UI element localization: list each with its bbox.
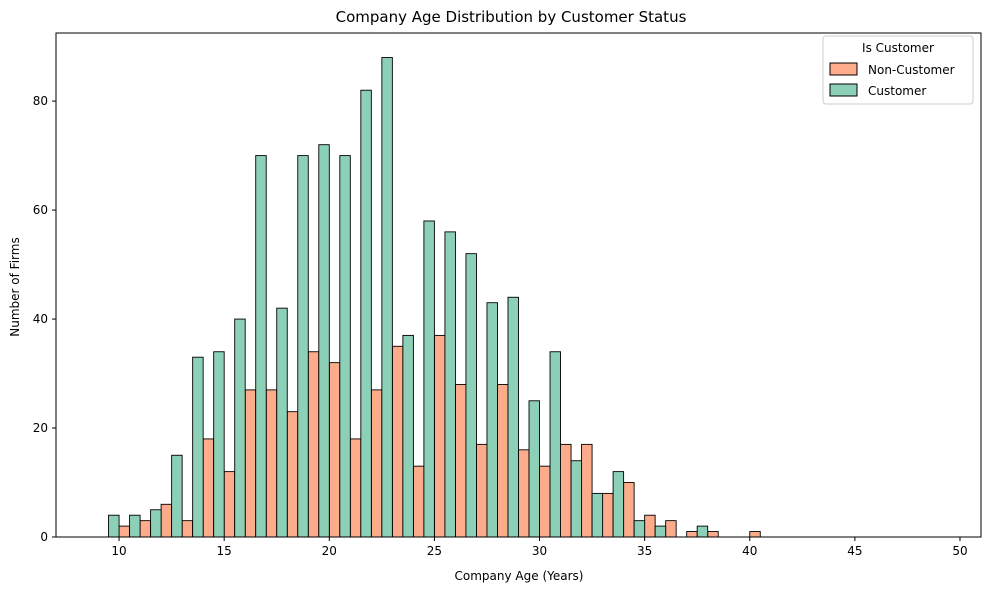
bar-non-customer-7 xyxy=(244,389,257,538)
x-tick-label-20: 20 xyxy=(322,544,337,558)
bar-customer-11 xyxy=(339,155,351,538)
y-axis-label: Number of Firms xyxy=(8,237,22,336)
bar-customer-9 xyxy=(297,155,309,538)
legend-swatch-customer xyxy=(829,83,858,97)
bar-customer-7 xyxy=(255,155,267,538)
legend-swatch-non-customer xyxy=(829,62,858,76)
bar-customer-4 xyxy=(192,356,204,538)
bar-customer-2 xyxy=(150,509,162,538)
bar-non-customer-17 xyxy=(454,383,467,538)
bar-non-customer-23 xyxy=(581,443,593,538)
bar-customer-14 xyxy=(402,334,414,538)
bar-non-customer-20 xyxy=(518,449,530,538)
bar-customer-8 xyxy=(276,307,288,538)
bar-non-customer-11 xyxy=(328,362,341,538)
bar-customer-1 xyxy=(129,514,141,538)
bar-non-customer-14 xyxy=(391,345,404,538)
x-tick-label-10: 10 xyxy=(111,544,126,558)
x-tick-label-50: 50 xyxy=(952,544,967,558)
bar-non-customer-27 xyxy=(665,520,677,538)
bar-customer-21 xyxy=(549,351,561,538)
bar-non-customer-9 xyxy=(286,411,299,538)
bar-customer-16 xyxy=(444,231,456,538)
legend-box xyxy=(822,35,974,105)
bar-non-customer-28 xyxy=(686,531,698,538)
bar-customer-19 xyxy=(507,296,519,538)
bar-non-customer-10 xyxy=(307,351,320,538)
bar-non-customer-12 xyxy=(349,438,362,538)
bar-non-customer-15 xyxy=(412,465,425,538)
y-tick-label-80: 80 xyxy=(33,94,48,108)
bar-customer-13 xyxy=(381,57,393,538)
x-tick-label-40: 40 xyxy=(742,544,757,558)
legend: Is Customer Non-Customer Customer xyxy=(822,35,974,105)
bar-non-customer-18 xyxy=(476,443,488,538)
bar-non-customer-29 xyxy=(707,531,719,538)
bar-customer-6 xyxy=(234,318,246,538)
bar-non-customer-6 xyxy=(223,471,236,538)
bar-non-customer-19 xyxy=(497,383,509,538)
x-tick-label-15: 15 xyxy=(217,544,232,558)
legend-title: Is Customer xyxy=(862,41,934,55)
bar-non-customer-13 xyxy=(370,389,383,538)
x-tick-label-30: 30 xyxy=(532,544,547,558)
bar-non-customer-22 xyxy=(560,443,572,538)
legend-label-customer: Customer xyxy=(868,84,926,98)
bar-customer-15 xyxy=(423,220,435,538)
y-tick-label-60: 60 xyxy=(33,203,48,217)
x-axis-label: Company Age (Years) xyxy=(455,569,584,583)
plot-frame xyxy=(55,32,982,538)
bar-non-customer-25 xyxy=(623,482,635,538)
bar-customer-22 xyxy=(570,460,583,538)
bar-customer-3 xyxy=(171,454,183,538)
bar-non-customer-31 xyxy=(749,531,761,538)
bar-customer-23 xyxy=(591,492,604,538)
bar-non-customer-8 xyxy=(265,389,278,538)
bar-customer-10 xyxy=(318,144,330,538)
bar-customer-12 xyxy=(360,89,372,538)
y-tick-label-20: 20 xyxy=(33,421,48,435)
bar-customer-18 xyxy=(486,302,498,538)
bar-non-customer-2 xyxy=(139,520,152,538)
bar-customer-28 xyxy=(696,525,709,538)
bar-non-customer-21 xyxy=(539,465,551,538)
x-tick-label-35: 35 xyxy=(637,544,652,558)
bar-customer-26 xyxy=(654,525,667,538)
y-tick-label-0: 0 xyxy=(40,530,48,544)
bar-customer-0 xyxy=(108,514,120,538)
bar-customer-24 xyxy=(612,471,625,538)
bar-non-customer-24 xyxy=(602,492,614,538)
x-tick-label-25: 25 xyxy=(427,544,442,558)
x-tick-label-45: 45 xyxy=(847,544,862,558)
bar-non-customer-4 xyxy=(181,520,194,538)
bar-non-customer-5 xyxy=(202,438,215,538)
bar-customer-5 xyxy=(213,351,225,538)
y-tick-label-40: 40 xyxy=(33,312,48,326)
bar-non-customer-16 xyxy=(433,334,446,538)
legend-label-non-customer: Non-Customer xyxy=(868,63,955,77)
bar-non-customer-26 xyxy=(644,514,656,538)
bar-customer-25 xyxy=(633,520,646,538)
chart-title: Company Age Distribution by Customer Sta… xyxy=(336,8,687,26)
plot-area: 10 15 20 25 30 35 40 45 50 0 20 40 60 80 xyxy=(33,32,982,558)
bar-customer-20 xyxy=(528,400,540,538)
bar-non-customer-1 xyxy=(118,525,131,538)
bar-non-customer-3 xyxy=(160,503,173,538)
bar-customer-17 xyxy=(465,253,477,538)
